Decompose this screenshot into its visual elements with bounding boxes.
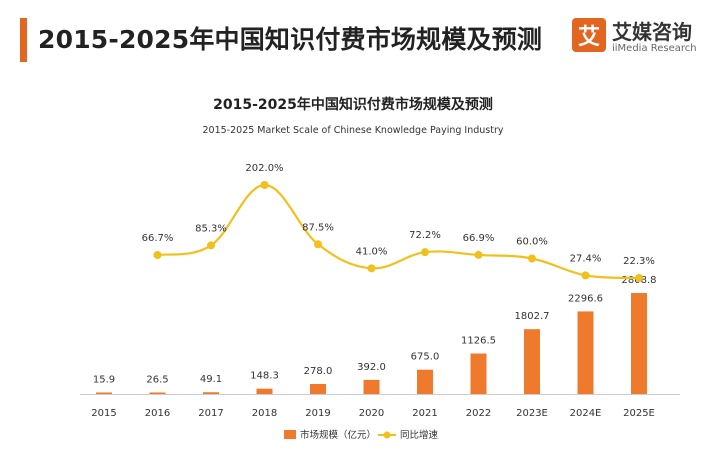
legend-bar-label: 市场规模（亿元） [300, 429, 376, 441]
growth-point-2025E [635, 274, 643, 282]
bar-label-2017: 49.1 [200, 374, 222, 385]
page-header: 2015-2025年中国知识付费市场规模及预测 艾 艾媒咨询 iiMedia R… [0, 0, 706, 78]
growth-point-2017 [207, 241, 215, 250]
legend-bar-swatch [284, 430, 296, 439]
growth-rate-line [157, 183, 640, 280]
growth-label-2017: 85.3% [195, 223, 227, 234]
bar-2018 [256, 388, 273, 394]
growth-label-2022: 66.9% [463, 233, 495, 244]
growth-label-2023E: 60.0% [516, 236, 548, 247]
bar-label-2021: 675.0 [411, 352, 440, 363]
growth-point-2018 [260, 181, 269, 189]
growth-label-2020: 41.0% [356, 246, 388, 257]
title-accent-bar [20, 18, 27, 62]
page-title: 2015-2025年中国知识付费市场规模及预测 [38, 25, 543, 54]
chart-container: 2015-2025年中国知识付费市场规模及预测 2015-2025 Market … [0, 78, 706, 457]
bar-2016 [149, 392, 166, 394]
bar-label-2022: 1126.5 [461, 335, 496, 346]
growth-point-2024E [581, 271, 590, 280]
brand-name-en: iiMedia Research [612, 43, 697, 54]
bar-2024E [577, 311, 594, 394]
x-tick-label-2023E: 2023E [516, 408, 548, 419]
chart-subtitle: 2015-2025 Market Scale of Chinese Knowle… [203, 125, 504, 136]
growth-point-2023E [528, 254, 536, 263]
bar-2020 [363, 379, 380, 394]
bar-label-2020: 392.0 [357, 362, 386, 373]
x-tick-label-2022: 2022 [466, 408, 491, 419]
growth-label-2024E: 27.4% [570, 253, 602, 264]
brand-logo: 艾 艾媒咨询 iiMedia Research [572, 16, 697, 62]
growth-point-2016 [153, 251, 162, 260]
growth-label-2025E: 22.3% [623, 256, 655, 267]
legend-line-marker [383, 431, 391, 439]
growth-label-2021: 72.2% [409, 230, 441, 241]
legend-line-label: 同比增速 [400, 429, 439, 441]
growth-point-2022 [474, 250, 483, 259]
x-tick-label-2017: 2017 [198, 408, 223, 419]
growth-point-2020 [367, 264, 376, 273]
x-tick-label-2016: 2016 [145, 408, 170, 419]
growth-point-2021 [421, 248, 429, 257]
bar-2022 [470, 353, 487, 394]
chart-svg: 2015-2025年中国知识付费市场规模及预测 2015-2025 Market … [80, 96, 680, 441]
growth-label-2018: 202.0% [245, 163, 283, 174]
x-tick-label-2020: 2020 [359, 408, 384, 419]
bar-2017 [203, 392, 219, 394]
chart-title: 2015-2025年中国知识付费市场规模及预测 [213, 96, 493, 113]
bar-label-2019: 278.0 [304, 366, 333, 377]
bar-label-2024E: 2296.6 [568, 293, 603, 304]
brand-name-cn: 艾媒咨询 [612, 20, 692, 44]
x-tick-label-2024E: 2024E [570, 408, 602, 419]
bar-label-2015: 15.9 [93, 375, 115, 386]
bar-2025E [631, 293, 647, 394]
bar-label-2023E: 1802.7 [515, 311, 550, 322]
x-tick-label-2018: 2018 [252, 408, 277, 419]
growth-point-2019 [314, 240, 322, 249]
bar-2021 [417, 369, 433, 394]
bar-2023E [524, 329, 540, 394]
growth-label-2016: 66.7% [142, 233, 174, 244]
brand-logo-icon: 艾 [572, 18, 606, 52]
x-tick-label-2021: 2021 [412, 408, 437, 419]
x-tick-label-2015: 2015 [91, 408, 116, 419]
growth-label-2019: 87.5% [302, 222, 334, 233]
bar-2019 [310, 384, 326, 394]
x-tick-label-2019: 2019 [305, 408, 330, 419]
bar-label-2016: 26.5 [146, 375, 168, 386]
bar-label-2018: 148.3 [250, 371, 279, 382]
x-tick-label-2025E: 2025E [623, 408, 655, 419]
bar-2015 [96, 392, 112, 394]
